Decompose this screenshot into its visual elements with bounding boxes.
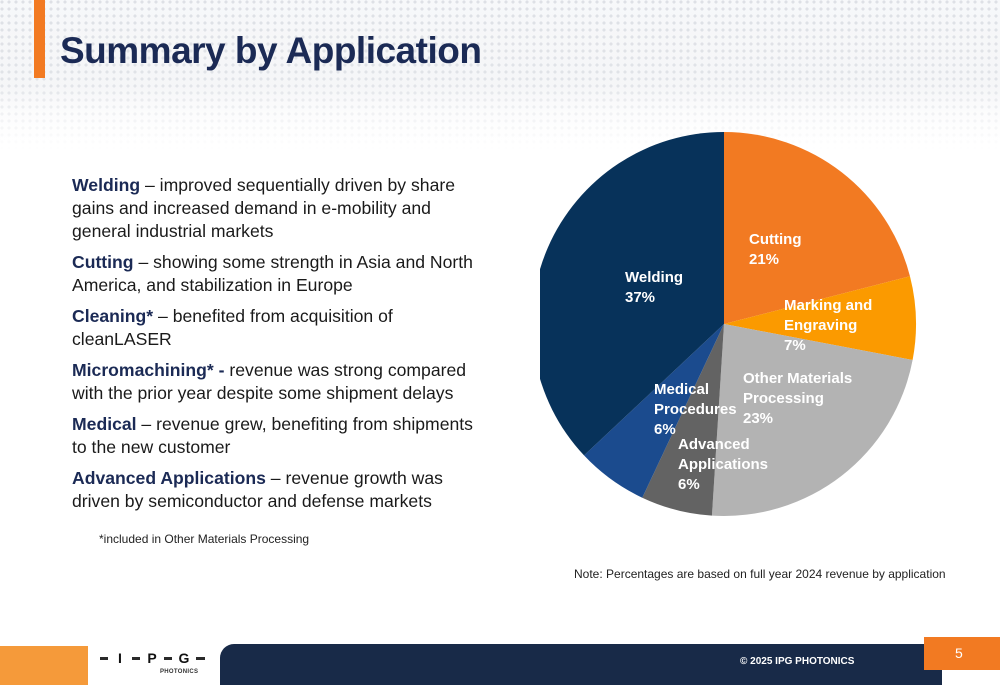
bullet-cutting: Cutting – showing some strength in Asia … <box>72 251 482 297</box>
logo-letter: P <box>140 649 164 667</box>
bullet-heading: Medical <box>72 414 137 434</box>
bullet-heading: Welding <box>72 175 141 195</box>
bullet-medical: Medical – revenue grew, benefiting from … <box>72 413 482 459</box>
copyright: © 2025 IPG PHOTONICS <box>740 656 855 667</box>
footer-accent <box>0 646 88 685</box>
page-number: 5 <box>955 645 963 661</box>
pie-label-advanced-applications: Advanced Applications 6% <box>678 436 768 493</box>
title-accent-bar <box>34 0 45 78</box>
bullet-heading: Micromachining* - <box>72 360 225 380</box>
bullet-list: Welding – improved sequentially driven b… <box>72 174 482 521</box>
pie-label-cutting: Cutting 21% <box>749 231 801 268</box>
bullet-micromachining: Micromachining* - revenue was strong com… <box>72 359 482 405</box>
bullet-text: – improved sequentially driven by share … <box>72 175 455 241</box>
bullet-text: – revenue growth was driven by semicondu… <box>72 468 443 511</box>
pie-slice-advanced-applications <box>642 324 724 516</box>
logo-subtext: PHOTONICS <box>160 669 199 675</box>
footer-bar <box>220 644 942 685</box>
pie-label-marking-and-engraving: Marking and Engraving 7% <box>784 297 872 354</box>
bullet-text: – revenue grew, benefiting from shipment… <box>72 414 473 457</box>
pie-slice-medical-procedures <box>584 324 724 498</box>
bullet-cleaning: Cleaning* – benefited from acquisition o… <box>72 305 482 351</box>
page-number-box <box>924 637 1000 670</box>
bullet-heading: Cleaning* <box>72 306 154 326</box>
bullet-text: – benefited from acquisition of cleanLAS… <box>72 306 393 349</box>
footnote: *included in Other Materials Processing <box>99 532 310 546</box>
header-fade <box>0 0 1000 150</box>
bullet-heading: Advanced Applications <box>72 468 266 488</box>
bullet-advanced-applications: Advanced Applications – revenue growth w… <box>72 467 482 513</box>
pie-slice-cutting <box>724 132 910 324</box>
pie-label-medical-procedures: Medical Procedures 6% <box>654 381 737 438</box>
chart-note: Note: Percentages are based on full year… <box>574 567 946 581</box>
bullet-text: revenue was strong compared with the pri… <box>72 360 467 403</box>
pie-label-welding: Welding 37% <box>625 269 683 306</box>
pie-slice-other-materials-processing <box>711 324 913 516</box>
application-pie-chart: Cutting 21% Marking and Engraving 7% Other Ma… <box>540 132 917 516</box>
bullet-welding: Welding – improved sequentially driven b… <box>72 174 482 243</box>
bullet-text: – showing some strength in Asia and Nort… <box>72 252 473 295</box>
bullet-heading: Cutting <box>72 252 134 272</box>
pie-slice-welding <box>540 132 724 456</box>
pie-slice-marking-and-engraving <box>724 276 917 360</box>
logo-letter: I <box>108 649 132 667</box>
slide-title: Summary by Application <box>60 30 482 71</box>
ipg-logo: I P G PHOTONICS <box>100 646 205 680</box>
logo-letter: G <box>172 649 196 667</box>
pie-label-other-materials-processing: Other Materials Processing 23% <box>743 370 852 427</box>
